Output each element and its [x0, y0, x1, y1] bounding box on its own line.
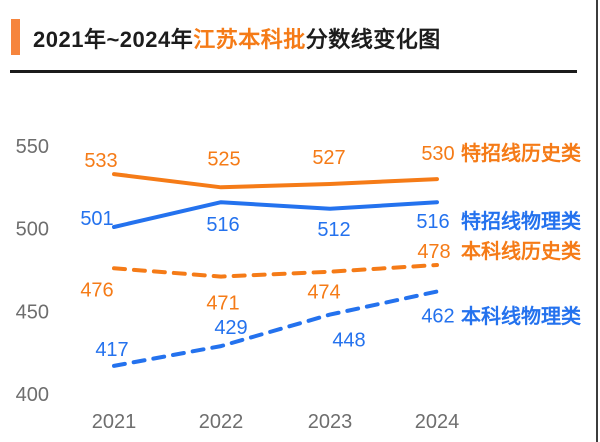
title-prefix: 2021年~2024年 [33, 27, 194, 52]
x-axis-tick: 2022 [199, 411, 244, 433]
data-label-series0-pt1: 525 [207, 148, 240, 170]
title-divider [10, 70, 577, 73]
data-label-series1-pt3: 516 [416, 211, 449, 233]
data-label-series3-pt2: 448 [332, 330, 365, 352]
series-line-1 [112, 200, 439, 229]
legend-label-3: 本科线物理类 [461, 304, 581, 328]
y-axis-tick: 550 [16, 136, 49, 158]
series-line-2 [112, 263, 439, 279]
series-line-3 [112, 289, 439, 368]
data-label-series0-pt3: 530 [421, 143, 454, 165]
data-label-series2-pt3: 478 [417, 241, 450, 263]
data-label-series0-pt2: 527 [312, 147, 345, 169]
title-suffix: 分数线变化图 [305, 27, 441, 52]
y-axis-tick: 500 [16, 219, 49, 241]
data-label-series1-pt1: 516 [206, 214, 239, 236]
legend-label-1: 特招线物理类 [461, 209, 581, 233]
data-label-series3-pt1: 429 [214, 317, 247, 339]
y-axis-tick: 400 [16, 384, 49, 406]
data-label-series2-pt0: 476 [80, 279, 113, 301]
title-highlight: 江苏本科批 [193, 27, 306, 52]
x-axis-tick: 2021 [92, 411, 137, 433]
data-label-series1-pt0: 501 [80, 208, 113, 230]
y-axis-tick: 450 [16, 301, 49, 323]
title-accent-bar [11, 19, 20, 55]
x-axis-tick: 2024 [415, 411, 460, 433]
legend-label-2: 本科线历史类 [461, 239, 581, 263]
data-label-series2-pt1: 471 [206, 293, 239, 315]
series-line-0 [112, 172, 439, 190]
x-axis-tick: 2023 [308, 411, 353, 433]
data-label-series3-pt3: 462 [421, 305, 454, 327]
page-title: 2021年~2024年江苏本科批分数线变化图 [33, 22, 441, 54]
data-label-series1-pt2: 512 [317, 219, 350, 241]
data-label-series0-pt0: 533 [84, 150, 117, 172]
right-edge-border [596, 0, 598, 442]
data-label-series3-pt0: 417 [95, 339, 128, 361]
legend-label-0: 特招线历史类 [461, 141, 581, 165]
data-label-series2-pt2: 474 [307, 282, 340, 304]
